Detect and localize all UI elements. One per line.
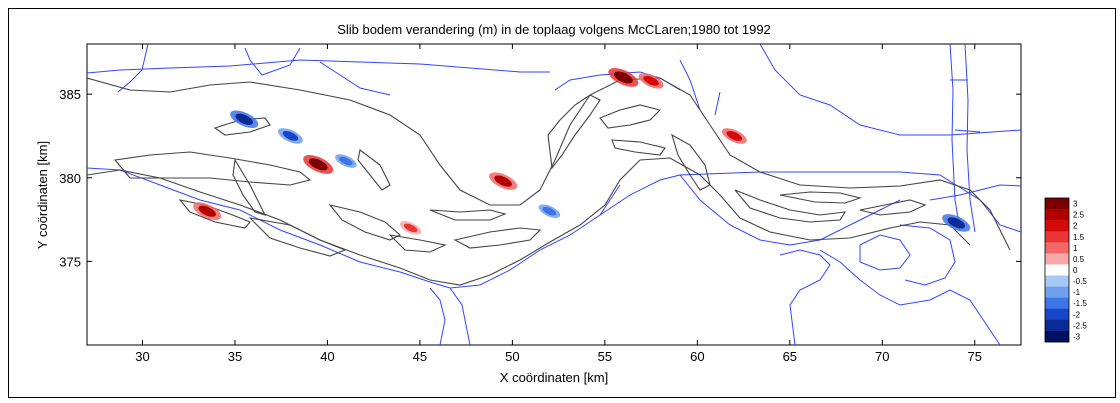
colorbar-tick-label: -2 (1073, 310, 1081, 319)
colorbar-tick-label: -1 (1073, 288, 1081, 297)
colorbar-tick-label: -2.5 (1073, 321, 1087, 330)
change-blob (726, 131, 743, 141)
colorbar-tick-label: 1.5 (1073, 233, 1085, 242)
colorbar-tick-label: 3 (1073, 200, 1078, 209)
x-tick-label: 70 (875, 349, 889, 364)
x-tick-label: 60 (690, 349, 704, 364)
y-axis: 385 380 375 (59, 87, 1021, 269)
change-blob (282, 131, 299, 141)
change-blob (403, 223, 418, 233)
change-blob (947, 217, 966, 229)
change-blob (542, 206, 557, 216)
change-blob (494, 175, 512, 187)
colorbar-swatch (1045, 319, 1069, 332)
x-tick-label: 75 (968, 349, 982, 364)
x-tick-label: 40 (320, 349, 334, 364)
colorbar-swatch (1045, 275, 1069, 287)
colorbar-swatch (1045, 330, 1069, 343)
colorbar-tick-label: -1.5 (1073, 299, 1087, 308)
x-tick-label: 45 (413, 349, 427, 364)
colorbar-swatch (1045, 264, 1069, 276)
y-tick-label: 380 (59, 171, 81, 186)
x-axis: 30 35 40 45 50 55 60 65 70 75 (135, 44, 982, 364)
x-tick-label: 55 (598, 349, 612, 364)
colorbar-swatch (1045, 198, 1069, 210)
plot-area (86, 43, 1022, 346)
colorbar-tick-label: 0 (1073, 266, 1078, 275)
colorbar-tick-label: 1 (1073, 244, 1078, 253)
colorbar-swatch (1045, 220, 1069, 232)
change-blob (613, 71, 633, 84)
colorbar-swatch (1045, 297, 1069, 310)
colorbar-swatch (1045, 286, 1069, 298)
colorbar-border (1044, 197, 1070, 343)
channel-contours (87, 77, 1011, 286)
colorbar-swatch (1045, 231, 1069, 243)
colorbar: 3 2.5 2 1.5 1 0.5 0 -0.5 -1 -1.5 -2 -2.5 -3 (1044, 197, 1087, 343)
x-tick-label: 30 (135, 349, 149, 364)
change-blob (198, 205, 217, 217)
y-tick-label: 385 (59, 87, 81, 102)
x-tick-label: 50 (505, 349, 519, 364)
x-tick-label: 35 (228, 349, 242, 364)
chart-title: Slib bodem verandering (m) in de toplaag… (337, 22, 771, 37)
colorbar-tick-label: 0.5 (1073, 255, 1085, 264)
colorbar-tick-label: -0.5 (1073, 277, 1087, 286)
figure-frame (8, 8, 1116, 398)
estuary-map (87, 44, 1021, 345)
change-blob (235, 113, 254, 125)
y-axis-label: Y coördinaten [km] (35, 141, 50, 249)
change-blob (308, 158, 328, 171)
change-blobs (193, 68, 971, 235)
colorbar-tick-label: 2 (1073, 222, 1078, 231)
change-blob (643, 75, 659, 86)
change-blob (339, 156, 353, 166)
colorbar-swatch (1045, 209, 1069, 221)
colorbar-swatch (1045, 308, 1069, 321)
colorbar-tick-label: -3 (1073, 332, 1081, 341)
x-tick-label: 65 (783, 349, 797, 364)
y-tick-label: 375 (59, 254, 81, 269)
colorbar-swatch (1045, 253, 1069, 265)
colorbar-swatch (1045, 242, 1069, 254)
colorbar-tick-label: 2.5 (1073, 211, 1085, 220)
x-axis-label: X coördinaten [km] (500, 370, 608, 385)
